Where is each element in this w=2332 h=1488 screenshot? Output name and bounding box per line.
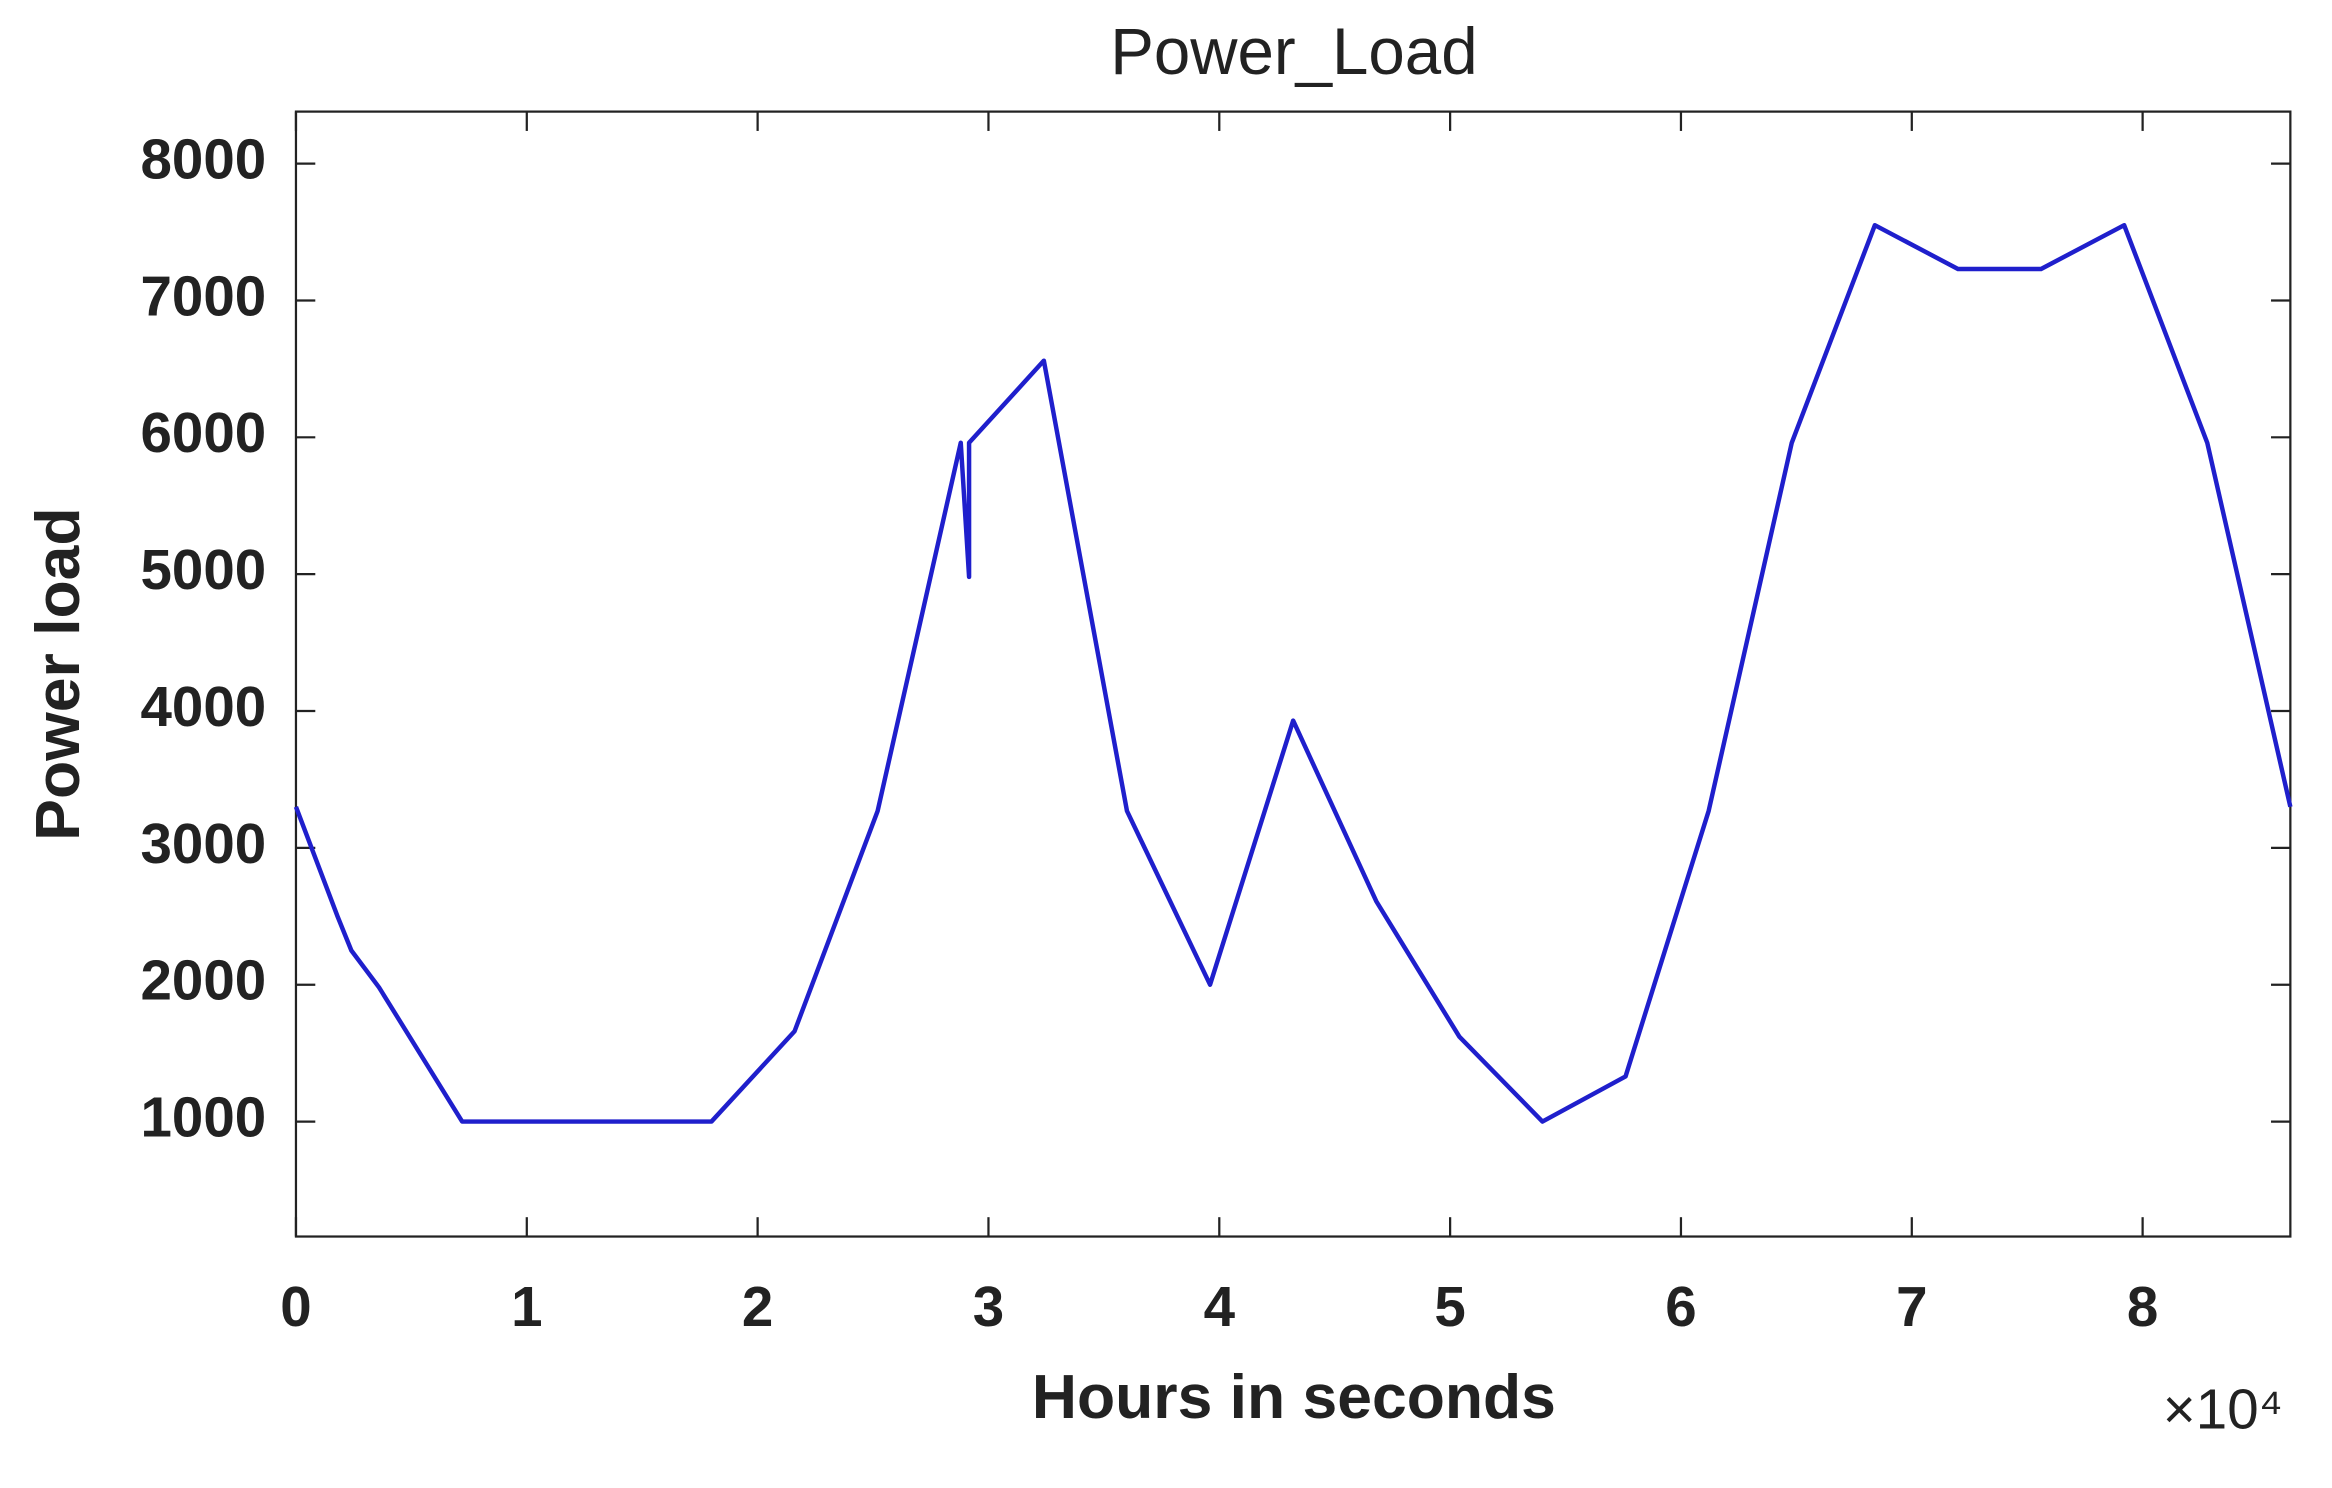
x-tick-label: 1: [511, 1275, 542, 1338]
x-tick-label: 7: [1896, 1275, 1927, 1338]
y-tick-label: 1000: [141, 1086, 267, 1149]
y-tick-label: 2000: [141, 949, 267, 1012]
y-tick-label: 5000: [141, 538, 267, 601]
y-tick-label: 3000: [141, 812, 267, 875]
x-tick-label: 3: [973, 1275, 1004, 1338]
x-tick-label: 5: [1434, 1275, 1465, 1338]
x-multiplier: ×10⁴: [2163, 1378, 2283, 1441]
x-tick-label: 6: [1665, 1275, 1696, 1338]
y-tick-label: 8000: [141, 128, 267, 191]
x-axis-label: Hours in seconds: [1032, 1362, 1556, 1432]
plot-frame: [294, 110, 2292, 1238]
x-tick-label: 8: [2127, 1275, 2158, 1338]
y-tick-label: 6000: [141, 401, 267, 464]
x-tick-label: 2: [742, 1275, 773, 1338]
chart-title: Power_Load: [1110, 15, 1477, 88]
x-tick-label: 4: [1204, 1275, 1236, 1338]
x-tick-label: 0: [280, 1275, 311, 1338]
y-tick-label: 7000: [141, 264, 267, 327]
y-axis-label: Power load: [23, 507, 93, 840]
y-tick-label: 4000: [141, 675, 267, 738]
data-line: [293, 222, 2293, 1124]
